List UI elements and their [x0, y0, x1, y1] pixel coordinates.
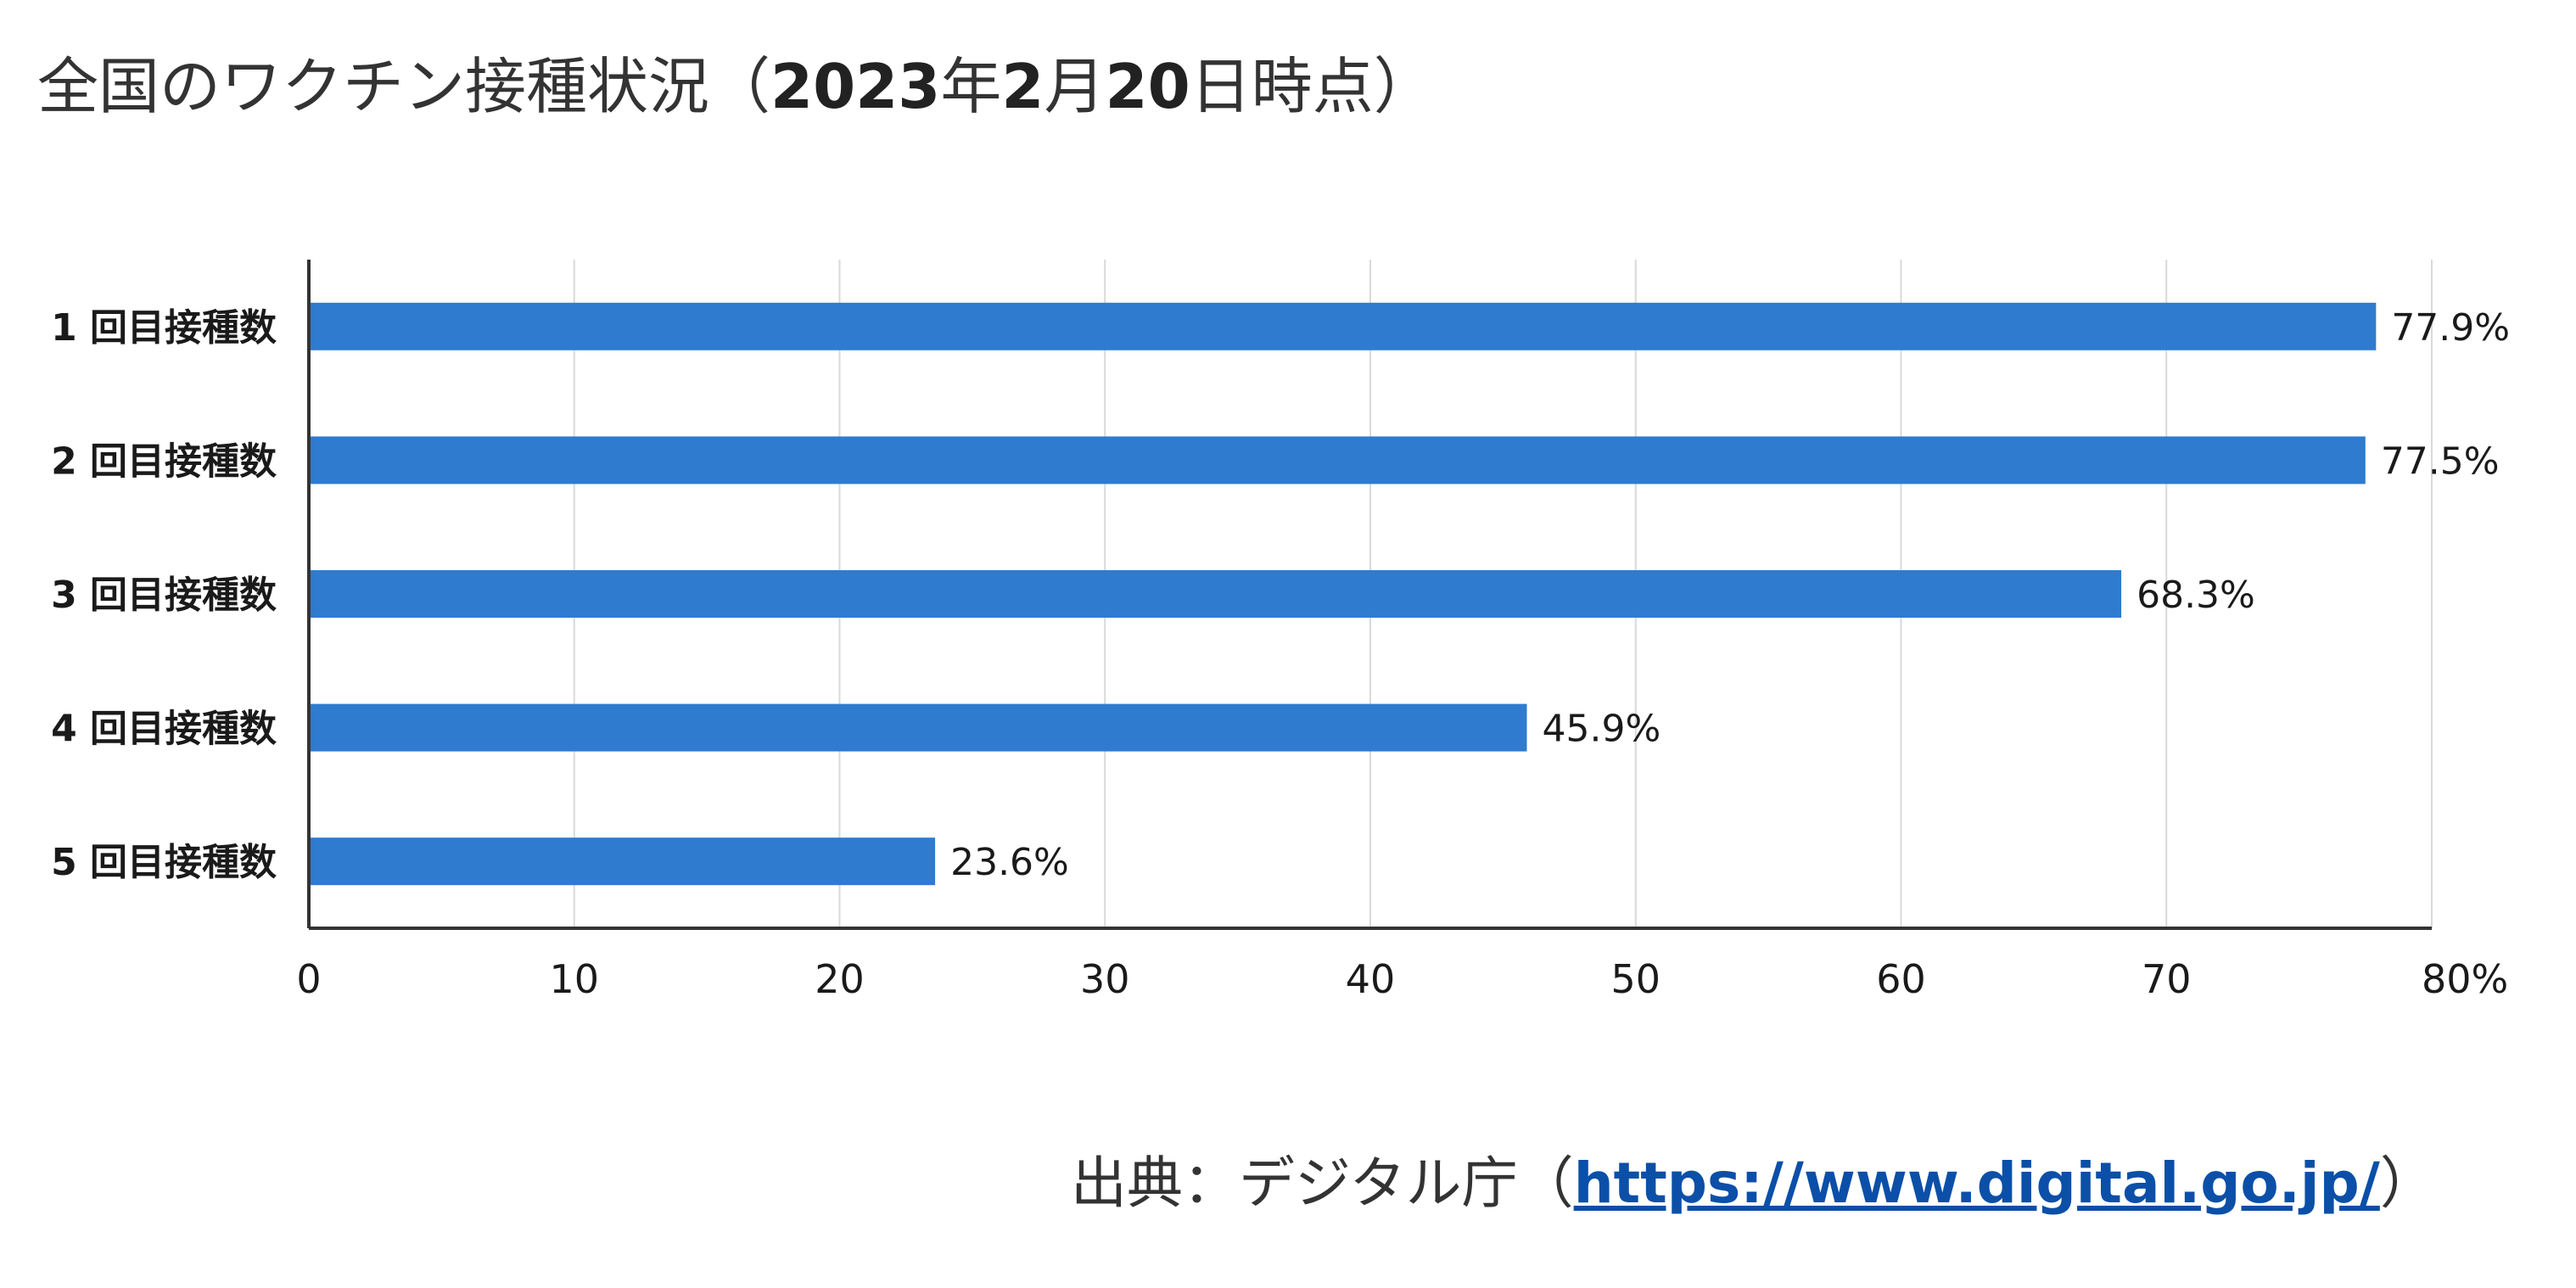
bar: [309, 436, 2366, 484]
bar: [309, 703, 1527, 752]
category-label: 1 回目接種数: [51, 306, 277, 350]
title-month: 2: [1001, 51, 1044, 122]
bar: [309, 570, 2122, 618]
category-label: 5 回目接種数: [51, 841, 277, 884]
title-day: 20: [1105, 51, 1190, 122]
value-label: 77.5%: [2381, 440, 2500, 483]
source-citation: 出典：デジタル庁（https://www.digital.go.jp/）: [1071, 1156, 2436, 1212]
value-label: 23.6%: [950, 841, 1069, 884]
x-tick-label: 20: [815, 956, 865, 1002]
source-link[interactable]: https://www.digital.go.jp/: [1573, 1151, 2380, 1216]
title-day-suffix: 日時点）: [1190, 51, 1435, 122]
title-text-prefix: 全国のワクチン接種状況（: [37, 51, 771, 122]
chart-title: 全国のワクチン接種状況（2023年2月20日時点）: [37, 56, 1435, 117]
bar: [309, 302, 2377, 350]
axes: [307, 260, 2432, 930]
source-prefix: 出典：デジタル庁（: [1071, 1151, 1574, 1216]
title-year: 2023: [770, 51, 941, 122]
value-label: 45.9%: [1543, 708, 1661, 751]
category-label: 4 回目接種数: [51, 708, 277, 751]
labels: 77.9% 1 回目接種数 77.5% 2 回目接種数 68.3% 3 回目接種数 45.9…: [51, 306, 2510, 1002]
value-label: 77.9%: [2391, 306, 2510, 350]
x-tick-label: 80%: [2422, 956, 2508, 1002]
x-tick-label: 50: [1610, 956, 1660, 1002]
category-label: 2 回目接種数: [51, 440, 277, 483]
value-label: 68.3%: [2136, 574, 2255, 617]
x-tick-label: 70: [2142, 956, 2192, 1002]
bars: [309, 302, 2377, 886]
bar: [309, 837, 936, 886]
x-tick-label: 60: [1876, 956, 1926, 1002]
source-suffix: ）: [2379, 1151, 2436, 1216]
title-month-unit: 月: [1044, 51, 1106, 122]
x-tick-label: 0: [296, 956, 321, 1002]
category-label: 3 回目接種数: [51, 574, 277, 617]
title-year-unit: 年: [940, 51, 1002, 122]
x-tick-label: 30: [1080, 956, 1130, 1002]
x-tick-label: 10: [549, 956, 599, 1002]
x-tick-label: 40: [1346, 956, 1396, 1002]
